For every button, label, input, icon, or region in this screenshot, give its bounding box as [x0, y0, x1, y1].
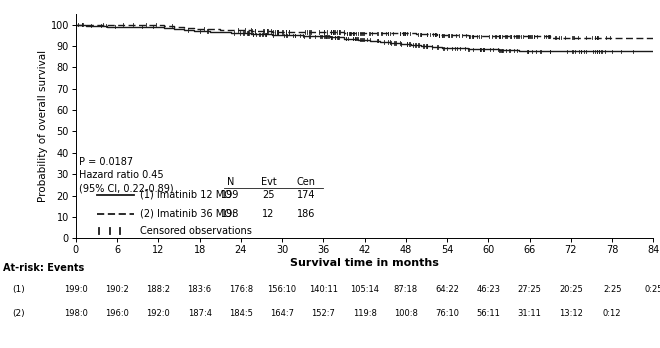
Text: 190:2: 190:2: [106, 285, 129, 294]
Text: (1): (1): [12, 285, 24, 294]
Text: (2): (2): [12, 309, 24, 318]
Text: 20:25: 20:25: [559, 285, 583, 294]
Text: 31:11: 31:11: [517, 309, 542, 318]
Text: 0:25: 0:25: [644, 285, 660, 294]
Text: 105:14: 105:14: [350, 285, 379, 294]
Text: 56:11: 56:11: [477, 309, 500, 318]
Text: 186: 186: [297, 209, 315, 219]
Text: 100:8: 100:8: [394, 309, 418, 318]
Text: N: N: [227, 177, 234, 187]
Text: 0:12: 0:12: [603, 309, 622, 318]
Text: (2) Imatinib 36 MO:: (2) Imatinib 36 MO:: [140, 209, 235, 219]
Text: 87:18: 87:18: [394, 285, 418, 294]
Text: 174: 174: [297, 190, 315, 199]
Text: 184:5: 184:5: [229, 309, 253, 318]
X-axis label: Survival time in months: Survival time in months: [290, 258, 439, 268]
Text: 196:0: 196:0: [105, 309, 129, 318]
Text: Cen: Cen: [297, 177, 315, 187]
Text: 46:23: 46:23: [477, 285, 500, 294]
Text: At-risk: Events: At-risk: Events: [3, 263, 84, 274]
Text: 192:0: 192:0: [147, 309, 170, 318]
Text: Evt: Evt: [261, 177, 277, 187]
Text: 176:8: 176:8: [229, 285, 253, 294]
Text: 2:25: 2:25: [603, 285, 622, 294]
Text: 64:22: 64:22: [435, 285, 459, 294]
Text: 12: 12: [262, 209, 275, 219]
Text: 76:10: 76:10: [435, 309, 459, 318]
Text: 13:12: 13:12: [559, 309, 583, 318]
Text: 119:8: 119:8: [352, 309, 377, 318]
Text: 156:10: 156:10: [267, 285, 297, 294]
Text: P = 0.0187
Hazard ratio 0.45
(95% CI, 0.22-0.89): P = 0.0187 Hazard ratio 0.45 (95% CI, 0.…: [79, 157, 174, 193]
Y-axis label: Probability of overall survival: Probability of overall survival: [38, 50, 48, 202]
Text: 183:6: 183:6: [187, 285, 212, 294]
Text: 198: 198: [221, 209, 240, 219]
Text: 198:0: 198:0: [64, 309, 88, 318]
Text: 140:11: 140:11: [309, 285, 338, 294]
Text: 27:25: 27:25: [517, 285, 542, 294]
Text: (1) Imatinib 12 MO:: (1) Imatinib 12 MO:: [140, 190, 235, 199]
Text: 199: 199: [221, 190, 240, 199]
Text: 164:7: 164:7: [270, 309, 294, 318]
Text: 199:0: 199:0: [64, 285, 88, 294]
Text: Censored observations: Censored observations: [140, 226, 251, 236]
Text: 152:7: 152:7: [312, 309, 335, 318]
Text: 25: 25: [262, 190, 275, 199]
Text: 187:4: 187:4: [187, 309, 212, 318]
Text: 188:2: 188:2: [147, 285, 170, 294]
